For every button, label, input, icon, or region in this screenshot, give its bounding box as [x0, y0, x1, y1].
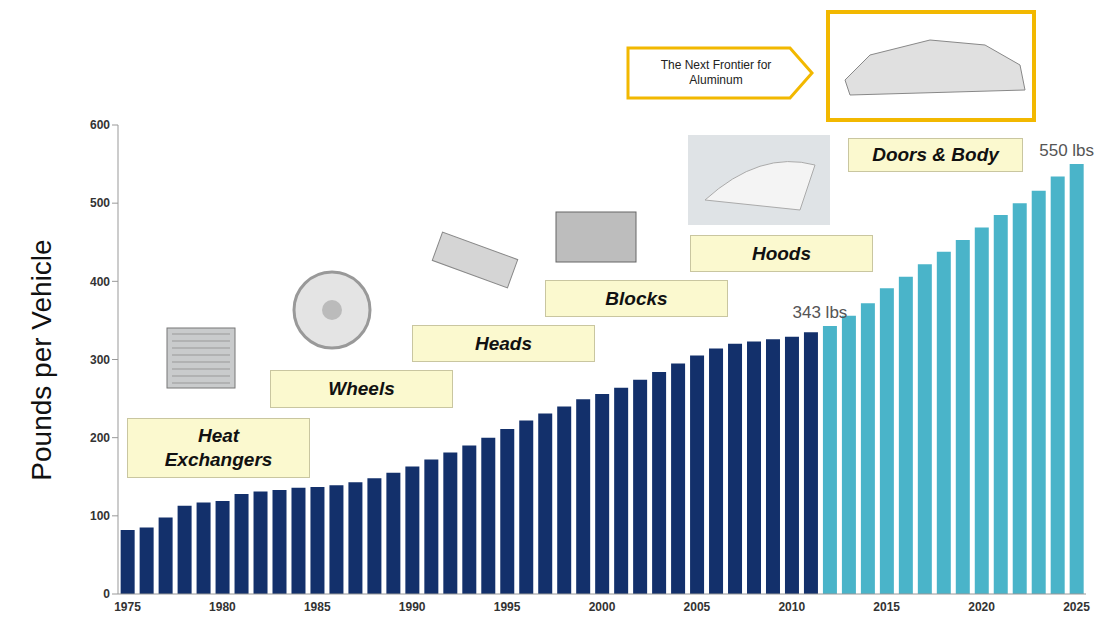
svg-text:1975: 1975 — [114, 600, 141, 614]
svg-text:500: 500 — [90, 196, 110, 210]
svg-text:300: 300 — [90, 353, 110, 367]
svg-text:2010: 2010 — [778, 600, 805, 614]
svg-text:400: 400 — [90, 275, 110, 289]
svg-text:1990: 1990 — [399, 600, 426, 614]
svg-text:600: 600 — [90, 118, 110, 132]
html-text:Blocks: Blocks — [605, 287, 668, 309]
svg-text:1985: 1985 — [304, 600, 331, 614]
svg-text:2005: 2005 — [684, 600, 711, 614]
html-text:Hoods: Hoods — [751, 242, 811, 264]
html-text:Heads: Heads — [475, 332, 532, 354]
svg-text:2015: 2015 — [873, 600, 900, 614]
html-text:Pounds per Vehicle: Pounds per Vehicle — [26, 239, 57, 481]
svg-text:200: 200 — [90, 431, 110, 445]
svg-text:1995: 1995 — [494, 600, 521, 614]
svg-text:343 lbs: 343 lbs — [793, 303, 848, 322]
html-text:The Next Frontier for Aluminum: The Next Frontier for Aluminum — [660, 58, 772, 87]
html-text:Doors & Body: Doors & Body — [872, 144, 999, 165]
svg-text:0: 0 — [103, 587, 110, 601]
svg-text:1980: 1980 — [209, 600, 236, 614]
svg-text:100: 100 — [90, 509, 110, 523]
html-text:Heat Exchangers: Heat Exchangers — [164, 425, 273, 470]
svg-text:2020: 2020 — [968, 600, 995, 614]
svg-text:2000: 2000 — [589, 600, 616, 614]
svg-text:2025: 2025 — [1063, 600, 1090, 614]
html-text:Wheels: Wheels — [328, 378, 395, 399]
svg-text:550 lbs: 550 lbs — [1039, 141, 1094, 160]
